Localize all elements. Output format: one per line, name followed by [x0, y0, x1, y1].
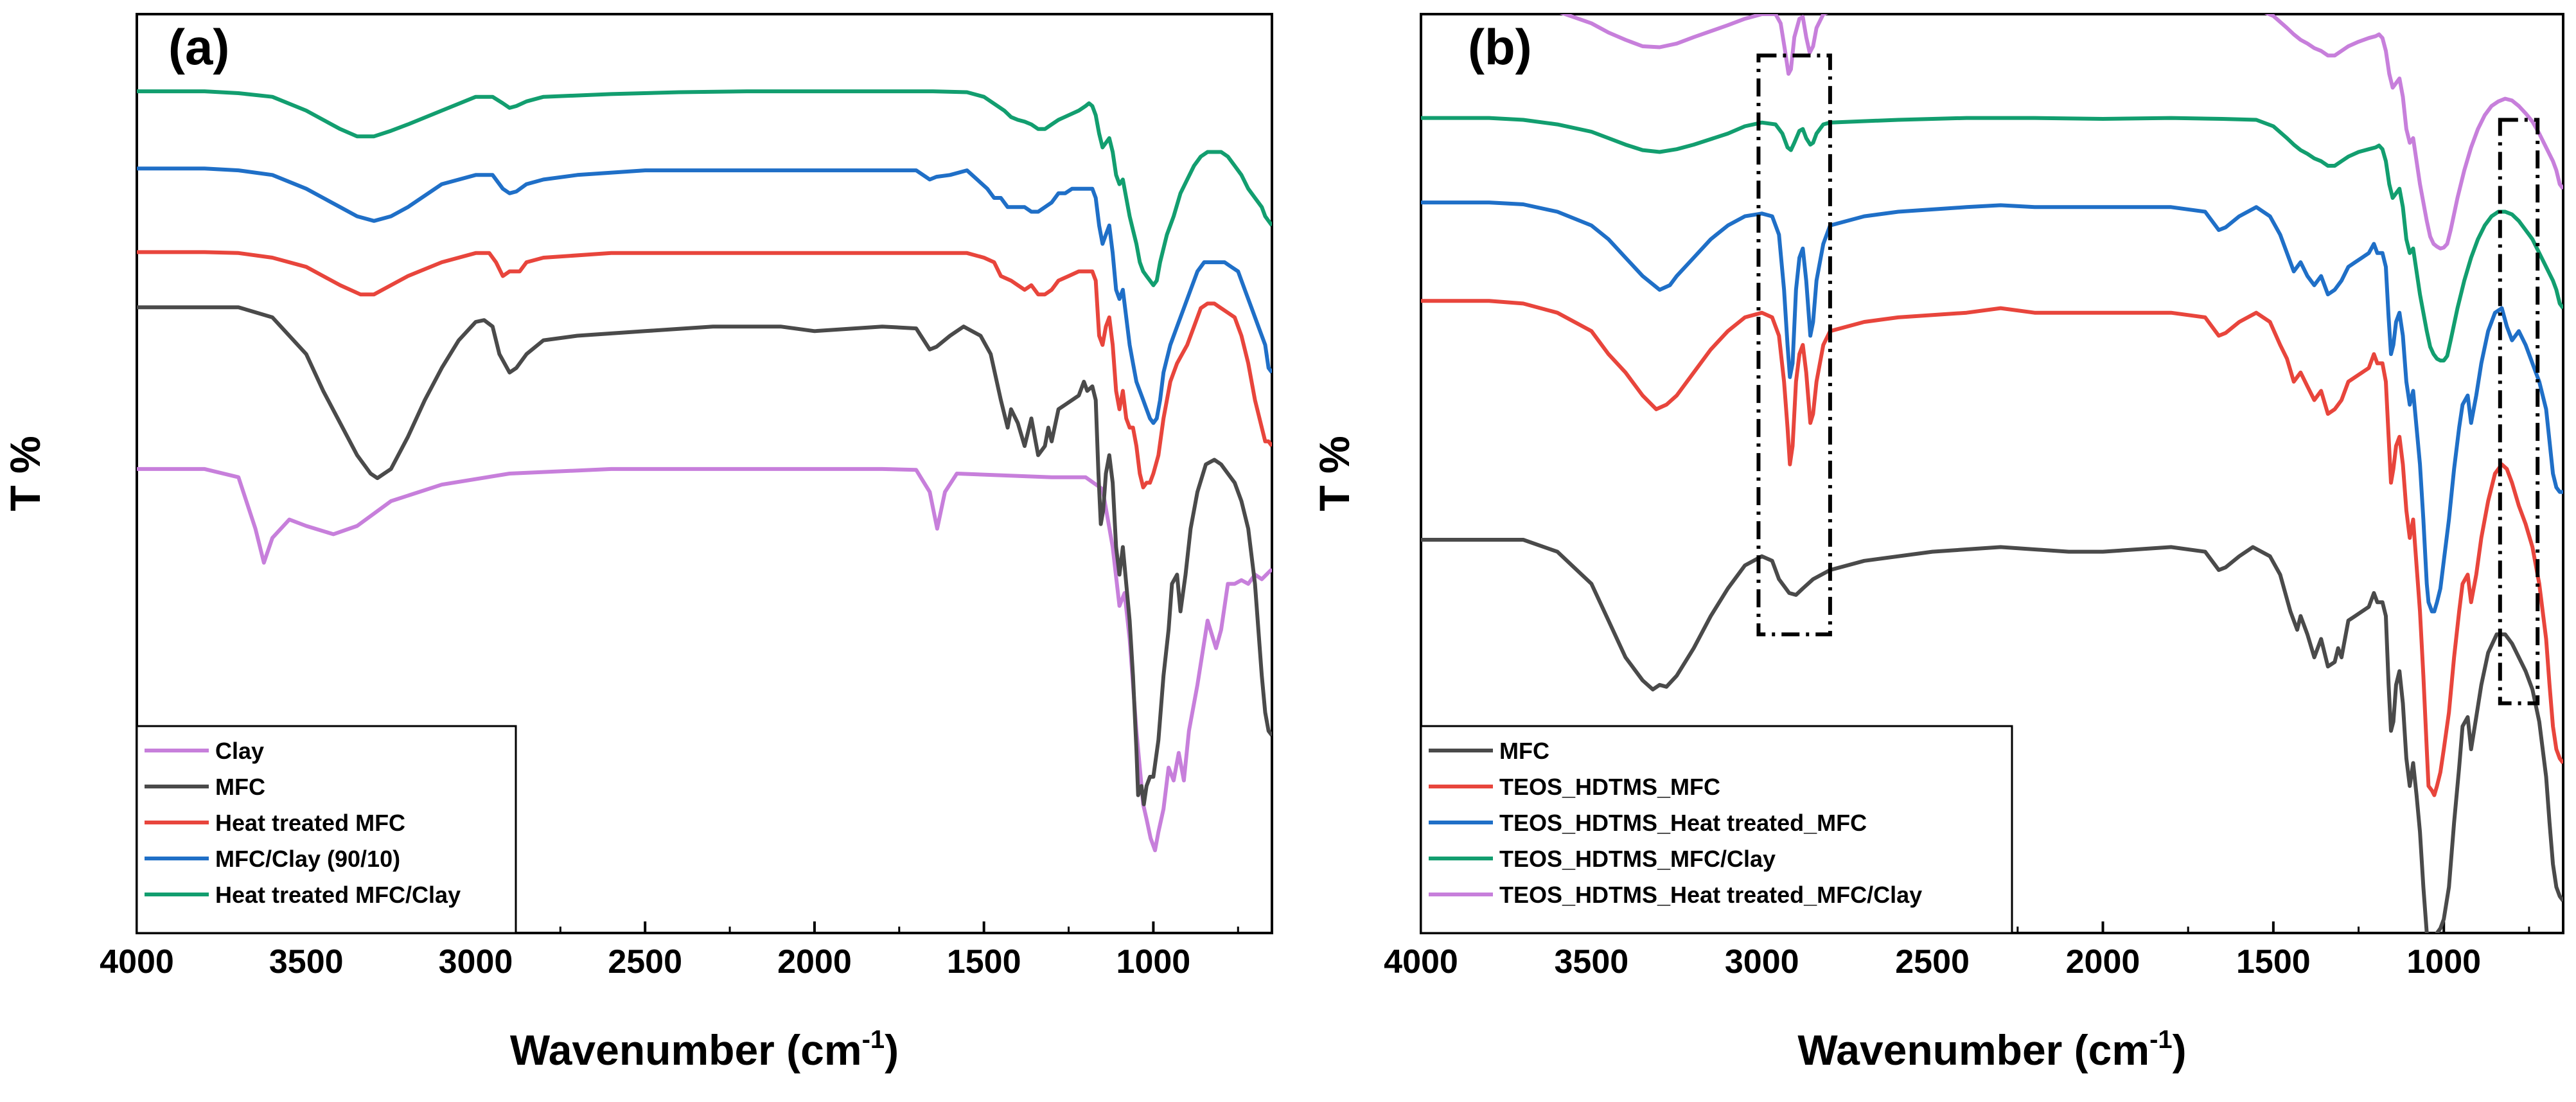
panel-label: (b) [1468, 19, 1532, 75]
legend-label: TEOS_HDTMS_MFC [1499, 774, 1720, 800]
x-tick-label: 3500 [1555, 943, 1629, 981]
x-tick-label: 4000 [100, 943, 174, 981]
legend-label: Clay [215, 738, 264, 764]
series-line-mfc [1421, 538, 2563, 933]
legend: MFC TEOS_HDTMS_MFC TEOS_HDTMS_Heat treated… [1420, 725, 2013, 934]
x-tick-label: 4000 [1384, 943, 1458, 981]
x-tick-label: 3000 [439, 943, 513, 981]
legend-label: TEOS_HDTMS_MFC/Clay [1499, 846, 1776, 872]
legend-label: MFC [1499, 738, 1549, 764]
x-axis-title: Wavenumber (cm-1) [1797, 1026, 2186, 1074]
x-axis-title: Wavenumber (cm-1) [510, 1026, 899, 1074]
chart-panel-b: 4000 3500 3000 2500 2000 1500 1000 Wavenumber (… [1310, 13, 2564, 1074]
legend-label: Heat treated MFC [215, 810, 405, 836]
legend-box [1420, 725, 2013, 934]
series-line-teos-hdtms-heat-treated-mfc [1421, 200, 2563, 614]
x-tick-label: 1000 [1116, 943, 1191, 981]
x-tick-label: 1500 [947, 943, 1021, 981]
x-axis-title-text: Wavenumber (cm [1797, 1026, 2149, 1074]
legend-label: TEOS_HDTMS_Heat treated_MFC/Clay [1499, 882, 1922, 908]
legend: Clay MFC Heat treated MFC MFC/Clay (90/10) H… [136, 725, 517, 934]
series-line-teos-hdtms-mfc-clay [1421, 116, 2563, 363]
series-line-heat-treated-mfc-clay [137, 89, 1272, 287]
legend-box [136, 725, 517, 934]
x-tick-label: 2000 [777, 943, 852, 981]
series-line-clay [137, 467, 1272, 853]
highlight-box [1756, 53, 1832, 637]
legend-label: MFC [215, 774, 265, 800]
x-tick-label: 3500 [269, 943, 344, 981]
x-axis-title-close: ) [2173, 1026, 2187, 1074]
series-line-mfc-clay-90-10- [137, 166, 1272, 425]
x-tick-label: 3000 [1725, 943, 1799, 981]
series-group [1421, 14, 2563, 933]
legend-label: Heat treated MFC/Clay [215, 882, 461, 908]
series-line-teos-hdtms-heat-treated-mfc-clay [1559, 14, 2563, 251]
y-axis-title: T % [1310, 436, 1358, 511]
plot-frame [136, 13, 1273, 934]
series-group [137, 89, 1272, 853]
x-tick-label: 1000 [2406, 943, 2481, 981]
highlight-box [2498, 118, 2540, 706]
x-axis-title-superscript: -1 [862, 1026, 885, 1054]
x-axis-title-text: Wavenumber (cm [510, 1026, 862, 1074]
series-line-teos-hdtms-mfc [1421, 299, 2563, 797]
x-tick-label: 2000 [2066, 943, 2140, 981]
x-tick-label: 2500 [1895, 943, 1970, 981]
series-line-heat-treated-mfc [137, 250, 1272, 490]
series-line-mfc [137, 305, 1272, 806]
x-axis-title-superscript: -1 [2149, 1026, 2173, 1054]
chart-panel-a: 4000 3500 3000 2500 2000 1500 1000 Wavenumber (… [1, 13, 1273, 1074]
x-tick-label: 1500 [2236, 943, 2311, 981]
y-axis-title: T % [1, 436, 49, 511]
x-axis-title-close: ) [885, 1026, 899, 1074]
x-tick-label: 2500 [608, 943, 682, 981]
legend-label: MFC/Clay (90/10) [215, 846, 400, 872]
legend-label: TEOS_HDTMS_Heat treated_MFC [1499, 810, 1867, 836]
panel-label: (a) [168, 19, 229, 75]
